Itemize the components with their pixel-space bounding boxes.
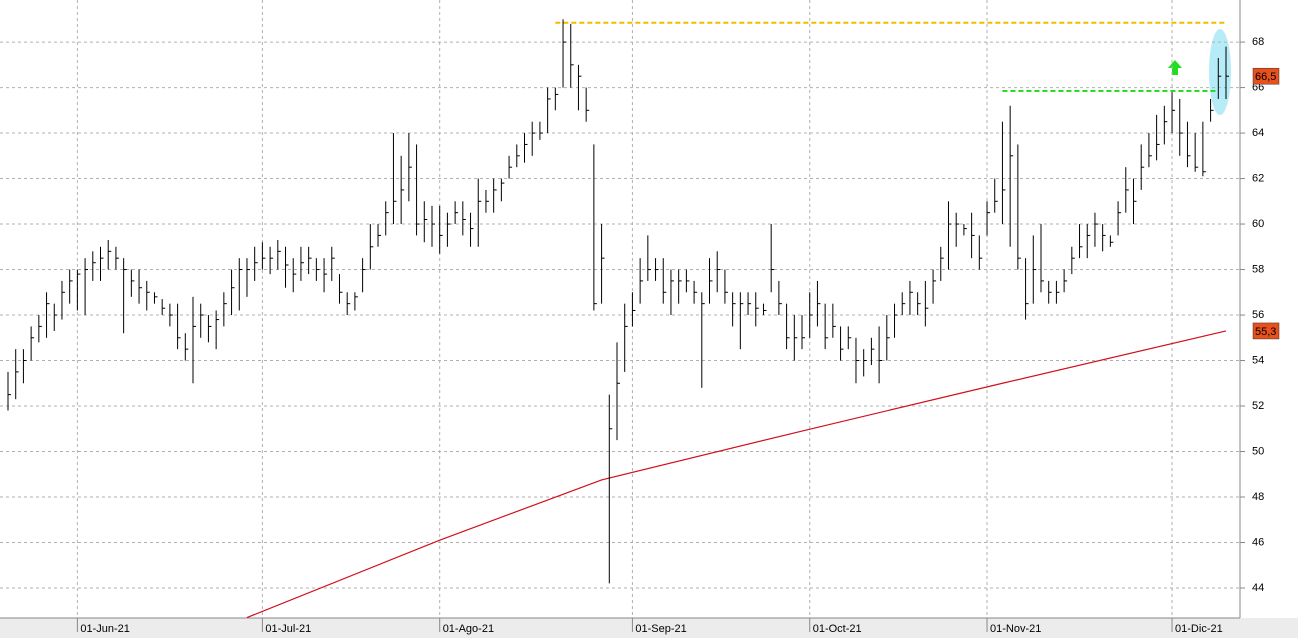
y-tick-label: 52 xyxy=(1252,400,1264,412)
y-tick-label: 44 xyxy=(1252,582,1264,594)
y-tick-label: 64 xyxy=(1252,127,1264,139)
up-arrow xyxy=(1168,60,1182,75)
x-tick-label: 01-Nov-21 xyxy=(990,623,1041,635)
x-tick-label: 01-Jun-21 xyxy=(80,623,130,635)
y-tick-label: 68 xyxy=(1252,36,1264,48)
y-tick-label: 48 xyxy=(1252,491,1264,503)
x-tick-label: 01-Jul-21 xyxy=(265,623,311,635)
y-tick-label: 66 xyxy=(1252,81,1264,93)
y-tick-label: 56 xyxy=(1252,309,1264,321)
price-label: 55,3 xyxy=(1255,326,1276,338)
price-label: 66,5 xyxy=(1255,71,1276,83)
y-tick-label: 46 xyxy=(1252,536,1264,548)
price-label-box xyxy=(1252,322,1280,340)
y-tick-label: 50 xyxy=(1252,445,1264,457)
price-label-box xyxy=(1252,67,1280,85)
x-tick-label: 01-Ago-21 xyxy=(443,623,494,635)
y-tick-label: 58 xyxy=(1252,263,1264,275)
x-axis-strip xyxy=(0,618,1298,638)
x-tick-label: 01-Dic-21 xyxy=(1175,623,1223,635)
y-tick-label: 60 xyxy=(1252,218,1264,230)
y-tick-label: 62 xyxy=(1252,172,1264,184)
x-tick-label: 01-Oct-21 xyxy=(813,623,862,635)
y-tick-label: 54 xyxy=(1252,354,1264,366)
moving-average xyxy=(246,330,1227,619)
x-tick-label: 01-Sep-21 xyxy=(635,623,686,635)
